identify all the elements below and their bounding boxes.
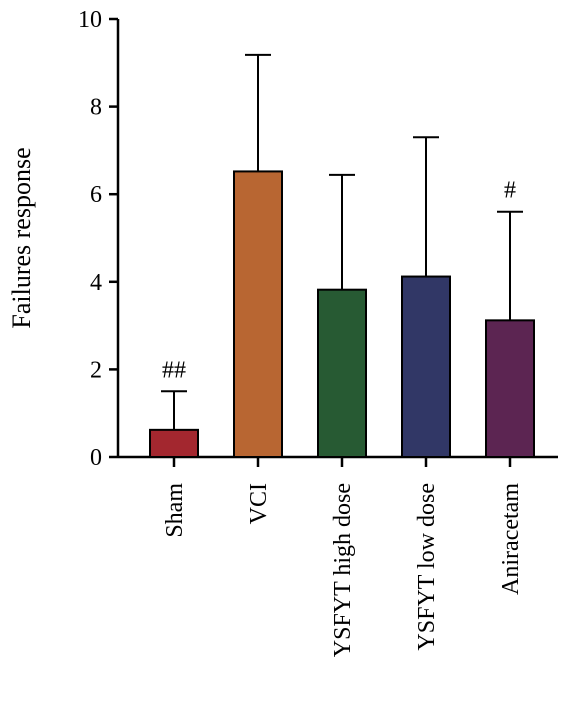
bar-5 xyxy=(485,319,535,458)
x-category-label-4: YSFYT low dose xyxy=(414,483,440,651)
y-tick-label: 10 xyxy=(78,7,102,33)
significance-annotations: ### xyxy=(162,178,516,384)
y-tick-label: 8 xyxy=(90,95,102,121)
y-tick-label: 6 xyxy=(90,182,102,208)
y-tick-label: 4 xyxy=(90,270,102,296)
error-bars xyxy=(161,53,523,430)
bar-1 xyxy=(149,428,199,458)
bars xyxy=(149,170,535,458)
significance-label-5: # xyxy=(504,178,516,204)
bar-4 xyxy=(401,275,451,458)
y-axis: 0 2 4 6 8 10 xyxy=(78,7,120,471)
y-tick-label: 0 xyxy=(90,445,102,471)
y-axis-label: Failures response xyxy=(7,147,36,328)
bar-2 xyxy=(233,170,283,458)
x-category-label-3: YSFYT high dose xyxy=(330,483,356,657)
x-category-label-5: Aniracetam xyxy=(498,483,524,595)
x-category-label-2: VCI xyxy=(246,483,272,524)
significance-label-1: ## xyxy=(162,357,186,383)
x-category-label-1: Sham xyxy=(162,483,188,538)
y-tick-label: 2 xyxy=(90,357,102,383)
bar-3 xyxy=(317,288,367,458)
x-axis: Sham VCI YSFYT high dose YSFYT low dose Anir… xyxy=(118,455,558,657)
